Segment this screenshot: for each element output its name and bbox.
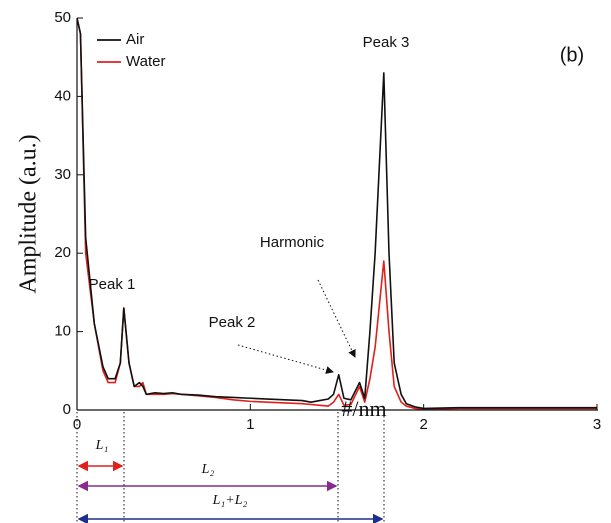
annotation: Peak 2 <box>209 314 256 331</box>
span-label: L₁+L₂ <box>212 493 248 508</box>
legend-label: Water <box>126 53 165 70</box>
y-tick-label: 20 <box>54 244 71 261</box>
x-tick-label: 3 <box>593 416 601 433</box>
x-axis-label: #/nm <box>341 396 386 421</box>
y-axis-label: Amplitude (a.u.) <box>16 134 42 293</box>
legend: Air Water <box>97 31 165 70</box>
x-tick-label: 2 <box>419 416 427 433</box>
legend-label: Air <box>126 31 144 48</box>
guide-lines <box>76 412 385 523</box>
annotation-arrow <box>237 344 334 374</box>
x-tick-label: 1 <box>246 416 254 433</box>
span-label: L₂ <box>201 462 215 477</box>
y-tick-label: 40 <box>54 87 71 104</box>
data-line <box>77 17 597 410</box>
y-tick-label: 10 <box>54 323 71 340</box>
annotation-arrow <box>317 279 356 358</box>
plot-area <box>77 17 597 411</box>
y-tick-label: 50 <box>54 9 71 26</box>
annotation: Peak 1 <box>89 276 136 293</box>
panel-label: (b) <box>560 44 584 66</box>
annotation: Harmonic <box>260 234 325 251</box>
y-tick-label: 0 <box>63 401 71 418</box>
y-tick-label: 30 <box>54 166 71 183</box>
annotation: Peak 3 <box>363 34 410 51</box>
data-line <box>77 17 597 411</box>
x-tick-label: 0 <box>73 416 81 433</box>
span-label: L₁ <box>95 438 109 453</box>
